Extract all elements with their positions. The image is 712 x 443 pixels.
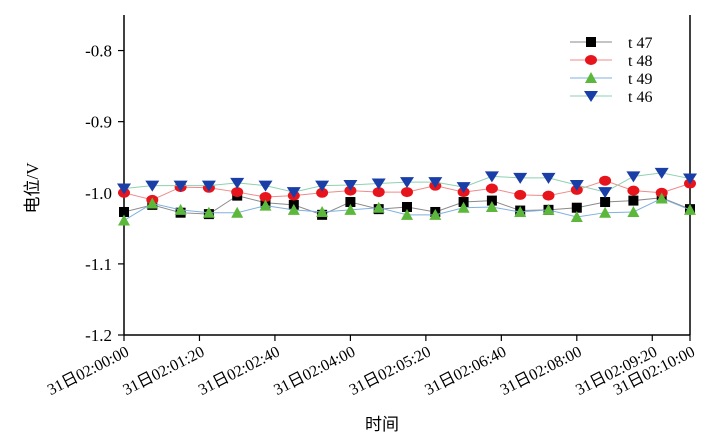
data-point — [626, 171, 641, 183]
data-point — [513, 172, 528, 184]
data-point — [286, 187, 301, 199]
data-point — [542, 190, 555, 201]
data-point — [484, 171, 499, 183]
data-point — [683, 173, 697, 185]
data-point — [315, 180, 330, 192]
y-tick-label: -0.8 — [85, 42, 112, 61]
legend-label: t 49 — [628, 71, 652, 88]
data-point — [541, 172, 556, 184]
legend-label: t 48 — [628, 53, 652, 70]
data-point — [542, 203, 555, 215]
data-point — [202, 206, 215, 218]
data-point — [428, 177, 443, 189]
data-point — [485, 183, 498, 194]
data-point — [401, 208, 413, 220]
x-tick-label: 31日02:08:00 — [498, 343, 585, 399]
data-point — [146, 197, 159, 209]
data-point — [343, 179, 358, 191]
data-point — [316, 187, 329, 198]
data-point — [598, 187, 613, 199]
data-point — [599, 175, 612, 186]
x-tick-label: 31日02:00:00 — [45, 343, 132, 399]
data-point — [402, 202, 412, 212]
data-point — [485, 201, 498, 212]
data-point — [628, 195, 639, 206]
data-point — [259, 199, 272, 211]
data-point — [372, 187, 385, 198]
legend-label: t 47 — [628, 35, 652, 52]
data-point — [600, 197, 611, 208]
data-point — [571, 202, 582, 213]
data-point — [174, 203, 187, 215]
legend-marker — [585, 55, 597, 65]
data-point — [627, 205, 640, 217]
data-point — [400, 177, 414, 189]
data-point — [231, 187, 244, 198]
legend-label: t 46 — [628, 89, 652, 106]
y-axis-label: 电位/V — [23, 162, 42, 214]
data-point — [429, 208, 442, 220]
data-point — [457, 201, 470, 213]
legend-item: t 47 — [570, 35, 652, 52]
y-tick-label: -1.2 — [85, 326, 112, 345]
data-point — [231, 206, 244, 218]
legend-item: t 49 — [570, 71, 652, 88]
data-point — [316, 205, 329, 217]
data-point — [514, 205, 527, 217]
series-layer — [117, 167, 697, 226]
data-point — [371, 178, 386, 190]
data-point — [514, 189, 527, 200]
data-point — [230, 177, 245, 189]
data-point — [372, 201, 385, 213]
data-point — [684, 203, 696, 215]
legend-marker — [586, 37, 596, 47]
x-axis-label: 时间 — [365, 415, 399, 434]
x-tick-label: 31日02:05:20 — [347, 343, 434, 399]
data-point — [117, 183, 131, 195]
data-point — [569, 179, 584, 191]
legend-item: t 46 — [570, 89, 652, 106]
data-point — [486, 195, 497, 206]
data-point — [119, 206, 129, 217]
data-point — [570, 210, 583, 222]
series-t-49 — [118, 192, 696, 226]
data-point — [344, 203, 357, 215]
data-point — [259, 192, 272, 203]
legend-marker — [584, 91, 598, 102]
data-point — [258, 180, 273, 192]
data-point — [287, 203, 300, 215]
y-tick-label: -0.9 — [85, 113, 112, 132]
data-point — [654, 167, 669, 179]
data-point — [599, 206, 612, 218]
legend-marker — [585, 72, 597, 83]
y-tick-label: -1.0 — [85, 184, 112, 203]
x-tick-label: 31日02:04:00 — [271, 343, 358, 399]
data-point — [655, 192, 668, 204]
data-point — [145, 180, 160, 192]
data-point — [345, 197, 356, 208]
data-point — [201, 180, 216, 192]
legend-item: t 48 — [570, 53, 652, 70]
data-point — [173, 180, 188, 192]
data-point — [627, 185, 640, 196]
x-tick-label: 31日02:06:40 — [422, 343, 509, 399]
y-tick-label: -1.1 — [85, 255, 112, 274]
legend: t 47t 48t 49t 46 — [570, 35, 652, 106]
data-point — [118, 214, 130, 226]
series-t-46 — [117, 167, 697, 199]
x-tick-label: 31日02:02:40 — [196, 343, 283, 399]
data-point — [456, 182, 471, 194]
x-tick-label: 31日02:01:20 — [120, 343, 207, 399]
data-point — [401, 187, 413, 198]
